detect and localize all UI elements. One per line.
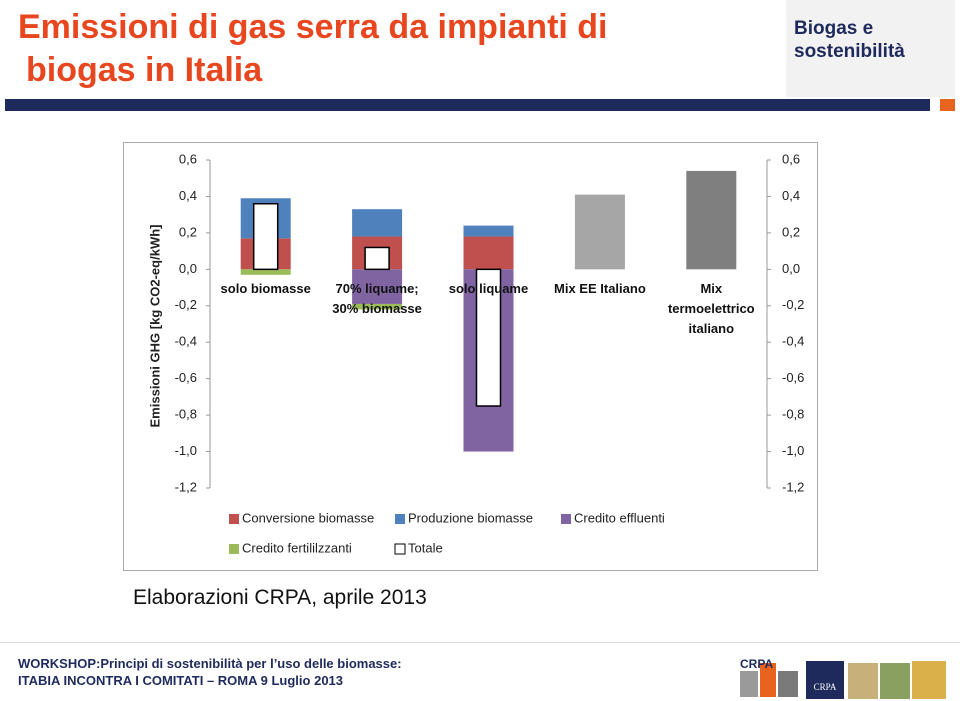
- section-line: Biogas e: [794, 18, 874, 39]
- logo-photo: [848, 663, 878, 699]
- footer-rule: [0, 642, 960, 643]
- y2-tick-label: -0,4: [782, 334, 804, 349]
- x-tick-label: solo liquame: [448, 281, 529, 297]
- legend-swatch: [561, 514, 571, 524]
- total-bar: [252, 202, 279, 271]
- section-box: Biogas e sostenibilità: [786, 0, 955, 97]
- logo-photo: [880, 663, 910, 699]
- legend-swatch: [229, 544, 239, 554]
- section-line: sostenibilità: [794, 41, 905, 62]
- footer-text: WORKSHOP:Principi di sostenibilità per l…: [18, 655, 402, 689]
- y-tick-label: -0,8: [175, 407, 197, 422]
- y-tick-label: -1,0: [175, 443, 197, 458]
- y2-tick-label: -0,6: [782, 370, 804, 385]
- bar-segment: [352, 269, 403, 304]
- header-accent: [940, 99, 955, 111]
- x-tick-label: Mix EE Italiano: [554, 281, 646, 297]
- bar-segment: [463, 225, 514, 237]
- y2-tick-label: 0,6: [782, 151, 800, 166]
- footer-line: ITABIA INCONTRA I COMITATI – ROMA 9 Lugl…: [18, 673, 344, 688]
- y2-tick-label: 0,2: [782, 224, 800, 239]
- bar-segment: [352, 303, 403, 310]
- legend-swatch: [229, 514, 239, 524]
- chart-frame: Emissioni GHG [kg CO2-eq/kWh] -1,2 -1,0 -0…: [123, 142, 818, 571]
- x-tick-label: solo biomasse: [220, 281, 311, 297]
- y-tick-label: -1,2: [175, 479, 197, 494]
- legend-label: Conversione biomasse: [242, 510, 374, 525]
- logo-photo: [912, 661, 946, 699]
- legend-label: Credito fertililzzanti: [242, 540, 352, 555]
- footer-line: WORKSHOP:Principi di sostenibilità per l…: [18, 656, 402, 671]
- title-line: Emissioni di gas serra da impianti di: [18, 8, 608, 46]
- legend-swatch: [395, 514, 405, 524]
- title-line: biogas in Italia: [26, 51, 263, 89]
- legend-label: Totale: [408, 540, 443, 555]
- y-tick-label: 0,4: [179, 188, 197, 203]
- legend-label: Produzione biomasse: [408, 510, 533, 525]
- chart: Emissioni GHG [kg CO2-eq/kWh] -1,2 -1,0 -0…: [147, 151, 804, 555]
- y2-tick-label: -1,0: [782, 443, 804, 458]
- caption: Elaborazioni CRPA, aprile 2013: [133, 586, 427, 609]
- y-tick-label: -0,4: [175, 334, 197, 349]
- y-tick-label: 0,0: [179, 261, 197, 276]
- logos: CRPA CRPA: [740, 657, 946, 699]
- y-tick-label: 0,2: [179, 224, 197, 239]
- bar-segment: [463, 236, 514, 270]
- y2-tick-label: 0,0: [782, 261, 800, 276]
- total-bar: [364, 246, 390, 271]
- x-tick-label: 70% liquame; 30% biomasse: [332, 281, 422, 317]
- y2-tick-label: -1,2: [782, 479, 804, 494]
- total-bar: [475, 268, 502, 407]
- y2-tick-label: 0,4: [782, 188, 800, 203]
- y-tick-label: -0,6: [175, 370, 197, 385]
- logo-box: [806, 661, 844, 699]
- y-axis-title: Emissioni GHG [kg CO2-eq/kWh]: [147, 225, 162, 428]
- slide-title: Emissioni di gas serra da impianti di bi…: [18, 6, 608, 92]
- logo-shape: [740, 671, 758, 697]
- logo-text: CRPA: [740, 657, 773, 671]
- bar-segment: [352, 209, 403, 237]
- x-tick-label: Mix termoelettrico italiano: [667, 281, 755, 337]
- bar-segment: [574, 194, 625, 270]
- y-tick-label: -0,2: [175, 297, 197, 312]
- logo-text: CRPA: [814, 682, 837, 692]
- logo-shape: [760, 663, 776, 697]
- legend-label: Credito effluenti: [574, 510, 665, 525]
- logo-shape: [778, 671, 798, 697]
- y2-tick-label: -0,8: [782, 407, 804, 422]
- y2-tick-label: -0,2: [782, 297, 804, 312]
- y-tick-label: 0,6: [179, 151, 197, 166]
- bar-segment: [240, 269, 291, 275]
- header-bar: [5, 99, 930, 111]
- bar-segment: [686, 170, 737, 270]
- legend-swatch: [394, 543, 406, 555]
